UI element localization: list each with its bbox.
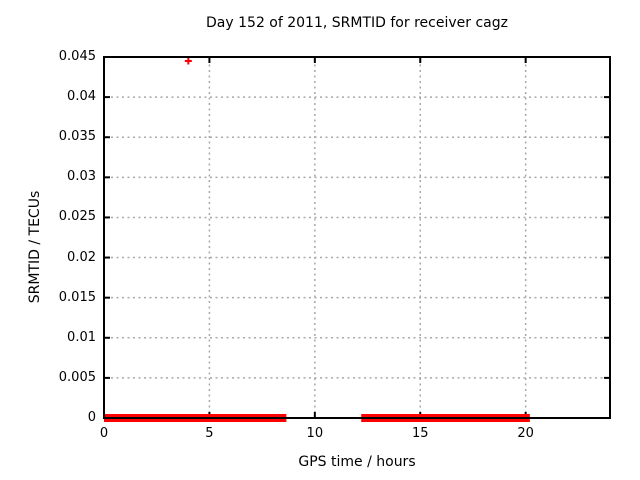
plot-border [103, 56, 611, 419]
x-tick-label: 15 [411, 426, 429, 441]
y-tick-label: 0.045 [58, 49, 96, 64]
y-tick-label: 0.03 [67, 169, 96, 185]
y-tick-label: 0 [87, 410, 96, 425]
y-axis-label: SRMTID / TECUs [27, 190, 43, 304]
x-tick-label: 0 [99, 426, 109, 441]
x-tick-label: 20 [517, 426, 534, 441]
y-tick-label: 0.01 [67, 329, 96, 345]
y-tick-label: 0.04 [67, 89, 96, 105]
y-tick-label: 0.015 [58, 289, 96, 305]
x-axis-label: GPS time / hours [298, 454, 416, 470]
y-tick-label: 0.005 [58, 369, 96, 385]
y-tick-label: 0.035 [58, 129, 96, 145]
y-tick-label: 0.025 [58, 209, 96, 225]
x-tick-label: 5 [205, 426, 214, 441]
y-tick-label: 0.02 [67, 249, 96, 265]
data-point-marker [184, 57, 192, 65]
x-tick-label: 10 [306, 426, 324, 441]
chart-title: Day 152 of 2011, SRMTID for receiver cag… [206, 15, 508, 31]
